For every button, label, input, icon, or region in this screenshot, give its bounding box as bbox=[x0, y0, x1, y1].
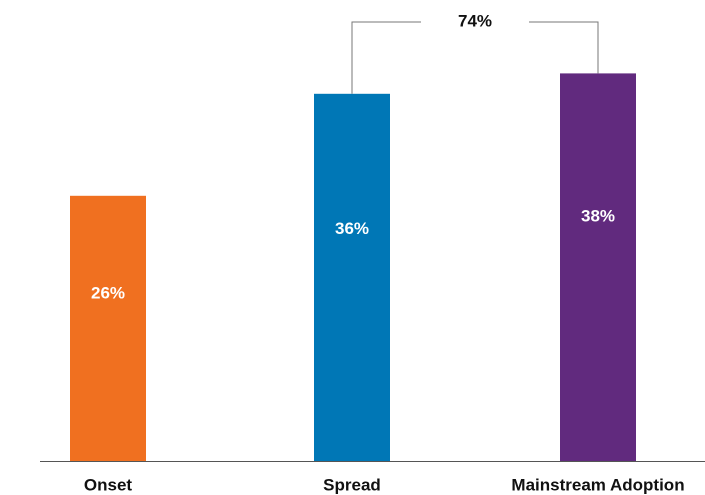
bracket-layer: 74% bbox=[351, 11, 599, 94]
value-label-onset: 26% bbox=[91, 283, 125, 302]
category-label-onset: Onset bbox=[84, 475, 133, 494]
value-label-spread: 36% bbox=[335, 219, 369, 238]
bars-layer bbox=[70, 73, 636, 462]
value-label-mainstream-adoption: 38% bbox=[581, 206, 615, 225]
bar-spread bbox=[314, 93, 390, 462]
category-label-spread: Spread bbox=[323, 475, 381, 494]
bracket-label: 74% bbox=[458, 11, 492, 30]
comparison-bracket bbox=[351, 21, 599, 94]
category-label-mainstream-adoption: Mainstream Adoption bbox=[511, 475, 684, 494]
bar-mainstream-adoption bbox=[560, 73, 636, 462]
bar-onset bbox=[70, 195, 146, 462]
labels-layer: 26% Onset 36% Spread 38% Mainstream Adoption bbox=[84, 206, 685, 494]
